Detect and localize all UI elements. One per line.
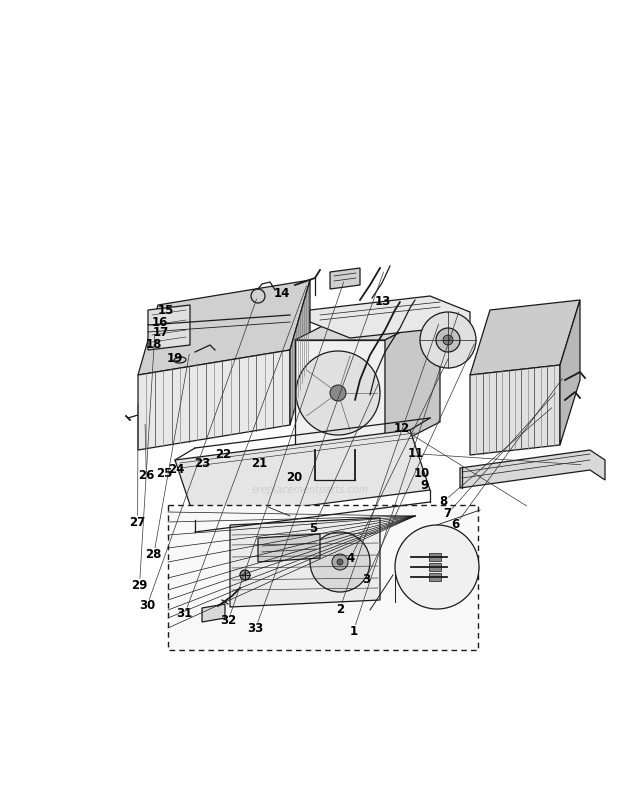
Circle shape: [310, 532, 370, 592]
Bar: [429, 563, 441, 571]
Text: 25: 25: [156, 467, 172, 480]
Circle shape: [332, 453, 338, 459]
Text: 3: 3: [361, 574, 370, 586]
Text: 19: 19: [167, 352, 183, 365]
Polygon shape: [148, 305, 190, 350]
Text: 23: 23: [194, 458, 210, 470]
Text: 33: 33: [247, 623, 264, 635]
Polygon shape: [202, 604, 225, 622]
Polygon shape: [295, 312, 440, 340]
Text: 16: 16: [152, 316, 168, 329]
Circle shape: [337, 559, 343, 565]
Bar: [429, 573, 441, 581]
Polygon shape: [310, 296, 470, 338]
Text: 12: 12: [394, 422, 410, 435]
Circle shape: [395, 525, 479, 609]
Text: 11: 11: [407, 447, 423, 460]
Circle shape: [420, 312, 476, 368]
Text: 27: 27: [130, 516, 146, 529]
Circle shape: [332, 554, 348, 570]
Polygon shape: [258, 534, 320, 562]
Text: 26: 26: [138, 469, 154, 482]
Text: 18: 18: [146, 338, 162, 351]
Text: 29: 29: [131, 579, 148, 592]
Polygon shape: [470, 365, 560, 455]
Text: 31: 31: [177, 608, 193, 620]
Text: ereplacementparts.com: ereplacementparts.com: [252, 485, 368, 495]
Polygon shape: [138, 280, 310, 375]
Text: 20: 20: [286, 471, 303, 484]
Polygon shape: [175, 430, 430, 520]
Text: 13: 13: [374, 295, 391, 308]
Text: 5: 5: [309, 522, 317, 535]
Polygon shape: [230, 518, 380, 607]
Polygon shape: [138, 350, 290, 450]
Polygon shape: [460, 450, 605, 488]
Text: 4: 4: [346, 552, 355, 565]
Text: 6: 6: [451, 518, 460, 531]
Text: 14: 14: [274, 287, 290, 300]
Polygon shape: [470, 300, 580, 375]
Text: 28: 28: [146, 548, 162, 561]
Polygon shape: [290, 280, 310, 425]
Text: 9: 9: [420, 479, 429, 492]
Text: 30: 30: [139, 600, 155, 612]
Text: 2: 2: [335, 603, 344, 615]
Polygon shape: [295, 340, 385, 450]
Text: 32: 32: [220, 615, 236, 627]
Text: 1: 1: [349, 625, 358, 638]
Text: 24: 24: [169, 463, 185, 476]
Polygon shape: [385, 312, 440, 450]
Circle shape: [330, 385, 346, 401]
Text: 7: 7: [443, 507, 452, 520]
Circle shape: [443, 335, 453, 345]
Text: 22: 22: [215, 448, 231, 461]
Circle shape: [296, 351, 380, 435]
Text: 21: 21: [251, 458, 267, 470]
Polygon shape: [560, 300, 580, 445]
Circle shape: [436, 328, 460, 352]
Bar: [429, 553, 441, 561]
Text: 17: 17: [153, 327, 169, 339]
Bar: [168, 505, 478, 650]
Text: 15: 15: [158, 305, 174, 317]
Polygon shape: [330, 268, 360, 289]
Text: 10: 10: [414, 467, 430, 480]
Circle shape: [240, 570, 250, 580]
Text: 8: 8: [439, 495, 448, 508]
